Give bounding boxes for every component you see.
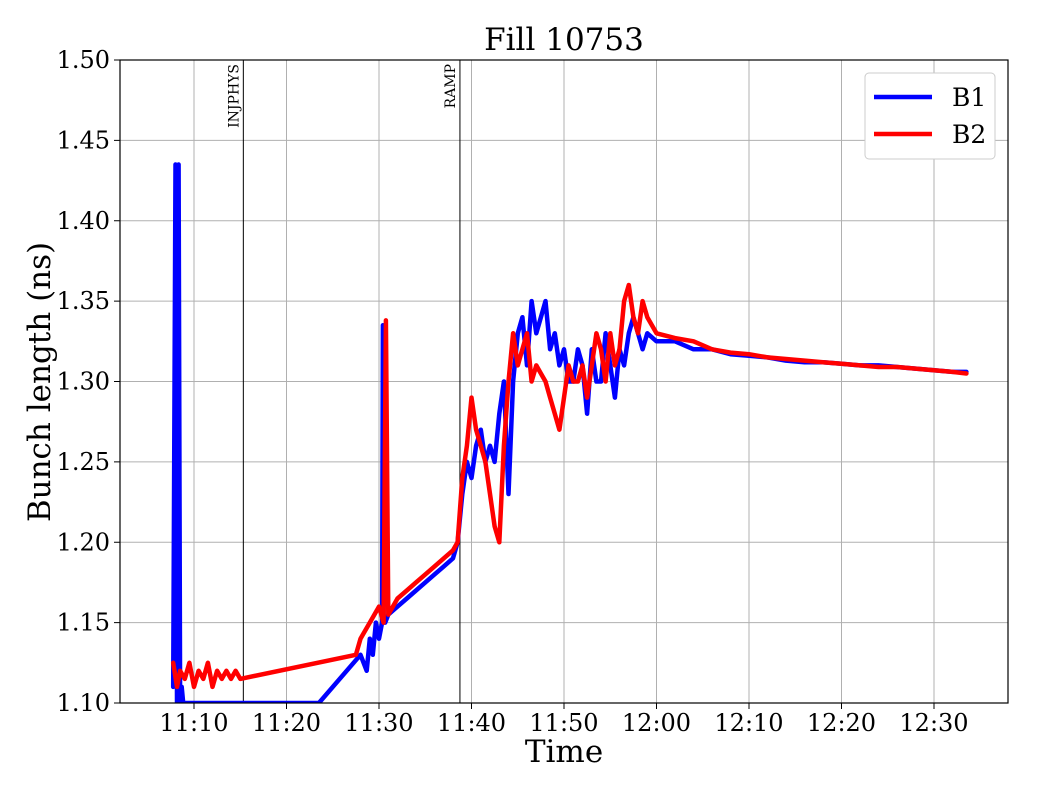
y-tick-label: 1.35 xyxy=(57,287,110,315)
annotation-label: INJPHYS xyxy=(226,64,242,128)
x-axis-label: Time xyxy=(525,734,603,770)
x-tick-label: 11:40 xyxy=(437,709,506,737)
ticks: 11:10 11:20 11:30 11:40 11:50 12:00 12:10 12:20… xyxy=(57,46,969,737)
x-tick-label: 12:30 xyxy=(899,709,968,737)
x-tick-label: 12:00 xyxy=(622,709,691,737)
series-line-b1 xyxy=(170,162,969,703)
legend-label: B1 xyxy=(952,83,986,112)
x-tick-label: 12:10 xyxy=(714,709,783,737)
y-tick-label: 1.20 xyxy=(57,528,110,556)
y-tick-label: 1.30 xyxy=(57,368,110,396)
y-axis-label: Bunch length (ns) xyxy=(22,242,58,522)
y-tick-label: 1.10 xyxy=(57,689,110,717)
y-tick-label: 1.45 xyxy=(57,126,110,154)
y-tick-label: 1.25 xyxy=(57,448,110,476)
y-tick-label: 1.15 xyxy=(57,609,110,637)
x-tick-label: 11:10 xyxy=(159,709,228,737)
x-tick-label: 11:50 xyxy=(529,709,598,737)
series-layer xyxy=(170,162,969,703)
series-line-b2 xyxy=(170,282,969,690)
chart-title: Fill 10753 xyxy=(484,22,644,58)
x-tick-label: 12:20 xyxy=(807,709,876,737)
legend-label: B2 xyxy=(952,120,986,149)
x-tick-label: 11:30 xyxy=(344,709,413,737)
y-tick-label: 1.50 xyxy=(57,46,110,74)
annotation-label: RAMP xyxy=(443,64,459,108)
legend-box xyxy=(864,72,996,160)
y-tick-label: 1.40 xyxy=(57,207,110,235)
x-tick-label: 11:20 xyxy=(252,709,321,737)
annotation-lines: INJPHYS RAMP xyxy=(226,60,461,703)
